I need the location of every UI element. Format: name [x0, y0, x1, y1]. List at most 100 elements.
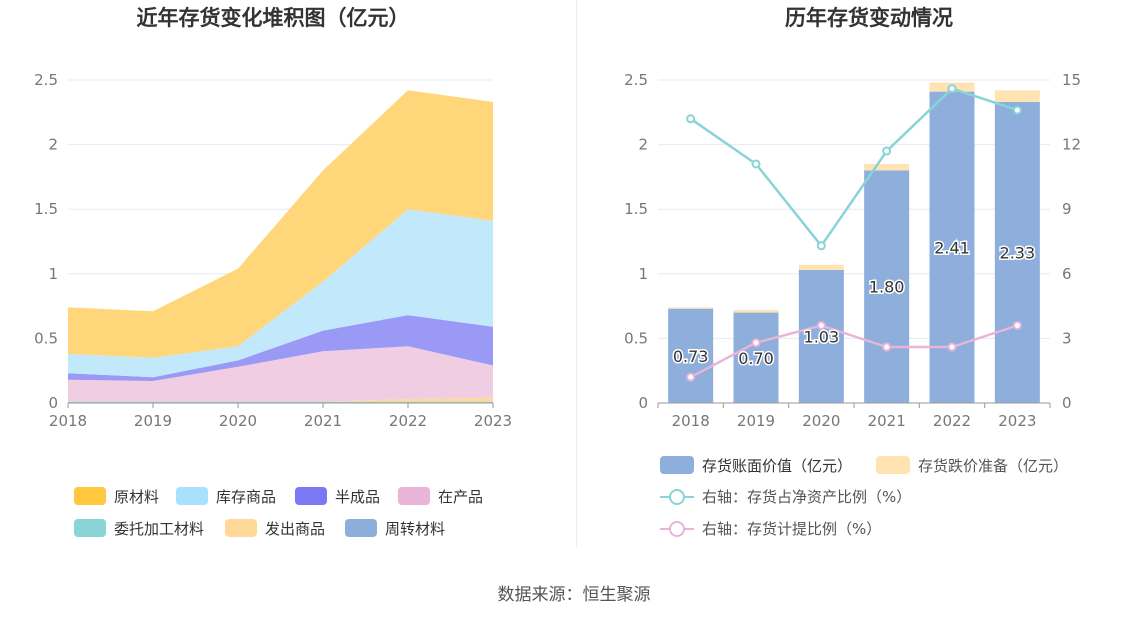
line-point: [816, 320, 826, 330]
right-chart-title: 历年存货变动情况: [785, 6, 953, 30]
x-tick-label: 2023: [474, 412, 512, 430]
bar-book-value: [733, 312, 779, 403]
legend-swatch: [876, 456, 910, 474]
legend-swatch: [398, 487, 430, 505]
line-net-asset-ratio: [689, 87, 1018, 248]
legend-item: 右轴：存货计提比例（%）: [660, 520, 881, 538]
legend-label: 周转材料: [385, 520, 445, 538]
line-point: [1012, 320, 1022, 330]
bar-book-value: [864, 170, 910, 403]
y-tick-label: 2: [638, 136, 648, 154]
line-point: [751, 159, 761, 169]
bar-impairment-reserve: [994, 90, 1040, 102]
legend-item: 存货账面价值（亿元）: [660, 456, 852, 475]
bar-data-label: 2.33: [1000, 243, 1036, 262]
y-tick-label: 1.5: [34, 200, 58, 218]
y-tick-label: 1: [638, 265, 648, 283]
y2-tick-label: 0: [1062, 394, 1072, 412]
legend-label: 半成品: [335, 488, 380, 506]
x-tick-label: 2021: [304, 412, 342, 430]
legend-label: 发出商品: [265, 520, 325, 538]
bar-impairment-reserve: [733, 309, 779, 313]
area-在产品: [68, 346, 493, 402]
y2-tick-label: 6: [1062, 265, 1072, 283]
legend-swatch: [225, 519, 257, 537]
line-point: [947, 84, 957, 94]
area-半成品: [68, 315, 493, 381]
y2-tick-label: 3: [1062, 329, 1072, 347]
area-发出商品: [68, 397, 493, 402]
legend-item: 半成品: [295, 487, 380, 506]
legend-item: 右轴：存货占净资产比例（%）: [660, 488, 911, 506]
x-tick-label: 2022: [933, 412, 971, 430]
legend-swatch: [74, 519, 106, 537]
bar-data-label: 0.73: [673, 347, 709, 366]
legend-label: 存货账面价值（亿元）: [702, 457, 852, 475]
bar-impairment-reserve: [798, 264, 844, 270]
stacked-area-chart: 近年存货变化堆积图（亿元） 0 0.5 1 1.5 2 2.5 2018 2019 2020 20…: [34, 6, 512, 538]
bar-book-value: [798, 269, 844, 403]
bar-impairment-reserve: [668, 307, 714, 309]
legend-item: 周转材料: [345, 519, 445, 538]
y-tick-label: 0.5: [34, 329, 58, 347]
legend-swatch: [74, 487, 106, 505]
line-point: [882, 146, 892, 156]
line-point: [816, 241, 826, 251]
x-tick-label: 2018: [49, 412, 87, 430]
legend-item: 在产品: [398, 487, 483, 506]
legend-item: 库存商品: [176, 487, 276, 506]
line-point: [686, 372, 696, 382]
x-tick-label: 2018: [672, 412, 710, 430]
y-tick-label: 1: [48, 265, 58, 283]
y-tick-label: 0.5: [624, 329, 648, 347]
x-tick-label: 2020: [802, 412, 840, 430]
legend-marker: [669, 489, 685, 505]
legend-label: 右轴：存货占净资产比例（%）: [702, 488, 911, 506]
legend-item: 发出商品: [225, 519, 325, 538]
data-source-note: 数据来源：恒生聚源: [497, 585, 651, 605]
y-tick-label: 2.5: [34, 71, 58, 89]
legend-label: 委托加工材料: [114, 520, 204, 538]
y2-tick-label: 9: [1062, 200, 1072, 218]
y2-tick-label: 15: [1062, 71, 1081, 89]
x-tick-label: 2021: [868, 412, 906, 430]
x-tick-label: 2020: [219, 412, 257, 430]
line-point: [947, 342, 957, 352]
panel-divider: [576, 0, 577, 548]
bar-book-value: [994, 101, 1040, 404]
line-point: [882, 342, 892, 352]
line-provision-ratio: [690, 324, 1018, 379]
legend-item: 委托加工材料: [74, 519, 204, 538]
legend-swatch: [345, 519, 377, 537]
legend-label: 在产品: [438, 488, 483, 506]
x-tick-label: 2023: [998, 412, 1036, 430]
legend-label: 右轴：存货计提比例（%）: [702, 520, 881, 538]
bar-data-label: 2.41: [934, 238, 970, 257]
line-point: [1012, 105, 1022, 115]
y-tick-label: 2.5: [624, 71, 648, 89]
x-tick-label: 2019: [737, 412, 775, 430]
legend-marker: [669, 521, 685, 537]
legend-label: 存货跌价准备（亿元）: [918, 457, 1068, 475]
y2-tick-label: 12: [1062, 136, 1081, 154]
legend-label: 库存商品: [216, 488, 276, 506]
bar-impairment-reserve: [864, 163, 910, 171]
area-库存商品: [68, 209, 493, 378]
x-tick-label: 2022: [389, 412, 427, 430]
y-tick-label: 0: [48, 394, 58, 412]
left-chart-title: 近年存货变化堆积图（亿元）: [137, 6, 410, 30]
bar-book-value: [668, 308, 714, 403]
bar-data-label: 0.70: [738, 349, 774, 368]
legend-swatch: [176, 487, 208, 505]
legend-swatch: [295, 487, 327, 505]
legend-label: 原材料: [114, 488, 159, 506]
line-point: [686, 114, 696, 124]
y-tick-label: 1.5: [624, 200, 648, 218]
bar-line-chart: 历年存货变动情况 0.73 0.70 1.03 1.80 2.41 2.33 0 0 0.5 3…: [624, 6, 1081, 538]
y-tick-label: 2: [48, 136, 58, 154]
bar-data-label: 1.03: [804, 327, 840, 346]
legend-item: 存货跌价准备（亿元）: [876, 456, 1068, 475]
x-tick-label: 2019: [134, 412, 172, 430]
line-point: [751, 338, 761, 348]
area-原材料: [68, 90, 493, 358]
